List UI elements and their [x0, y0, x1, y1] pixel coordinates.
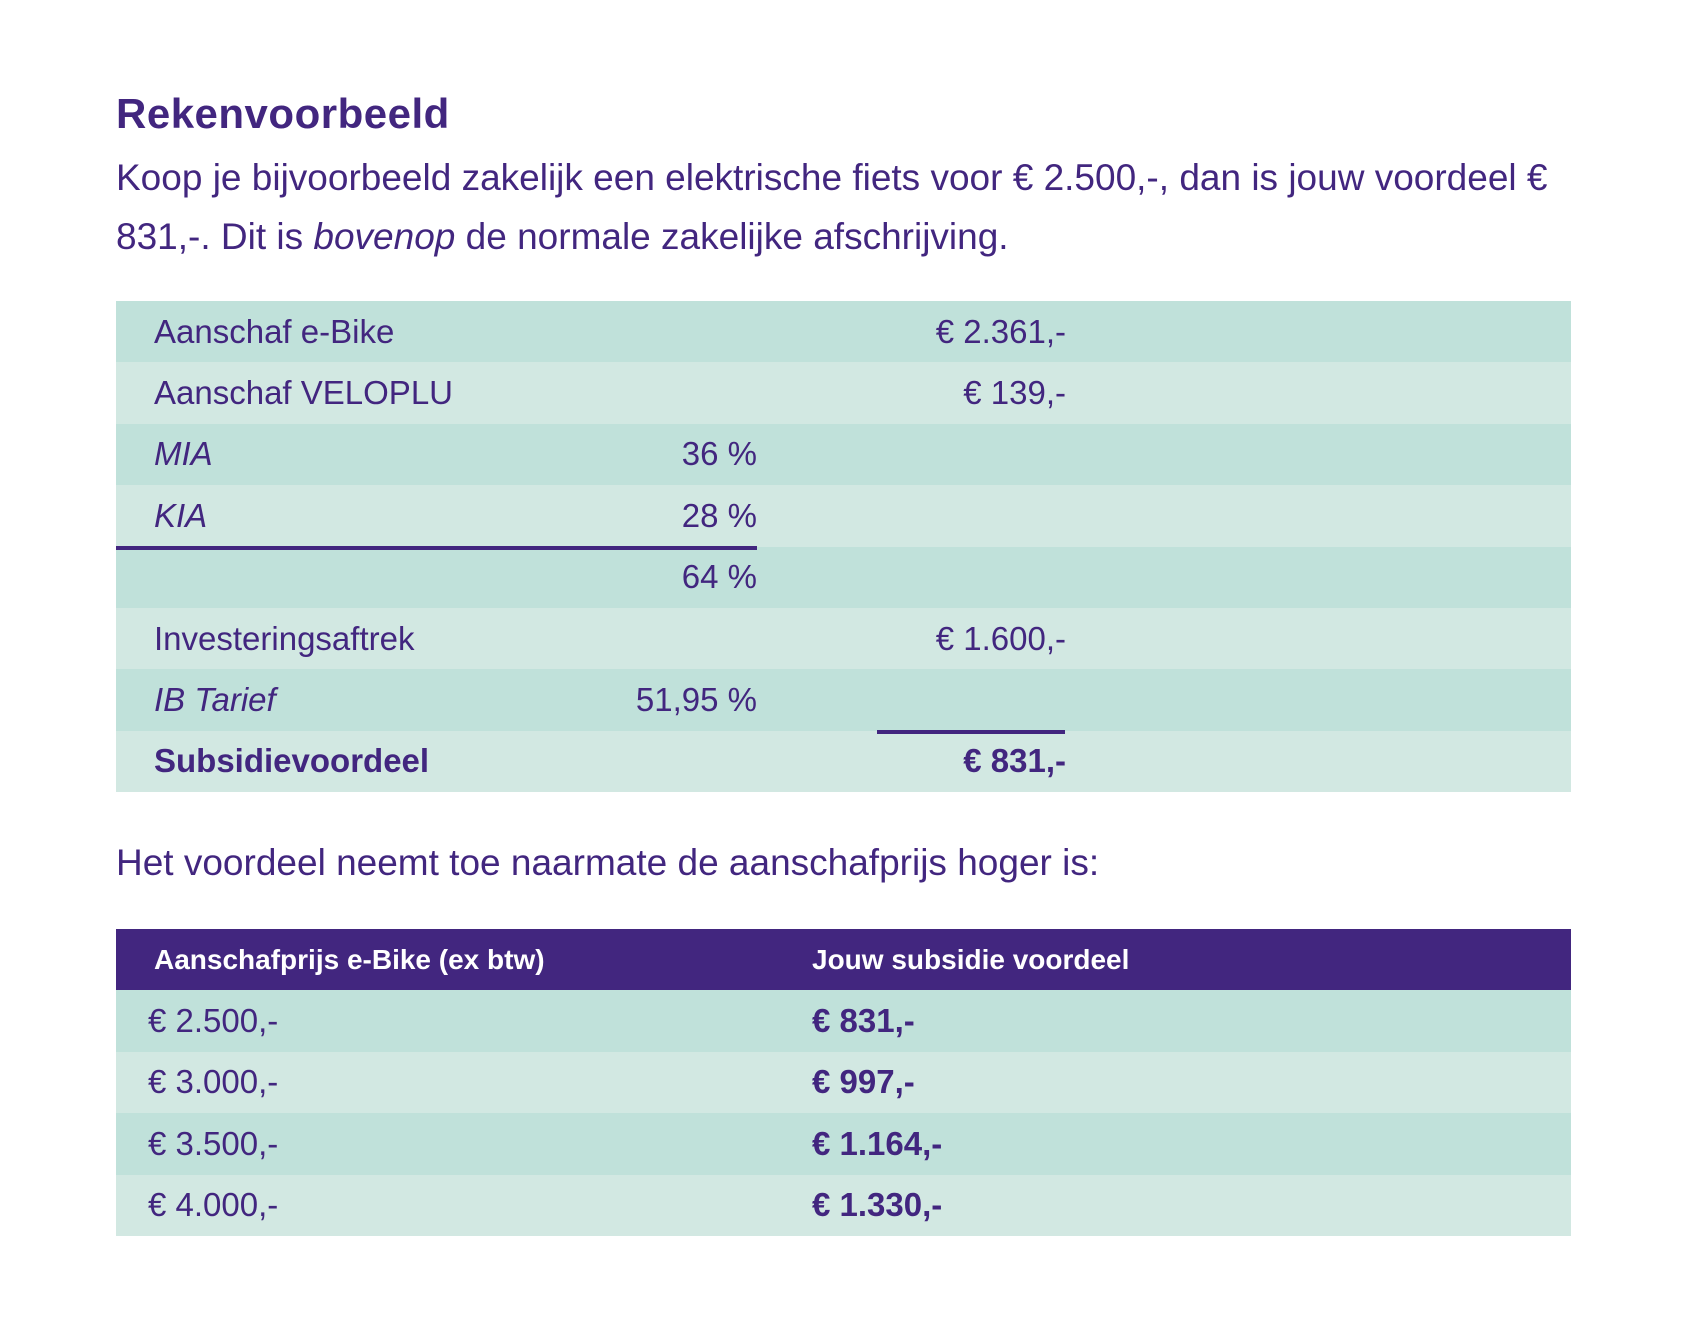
column-header: Jouw subsidie voordeel: [812, 943, 1130, 975]
row-label: KIA: [154, 496, 208, 534]
table-row: € 4.000,- € 1.330,-: [116, 1174, 1571, 1236]
price-cell: € 2.500,-: [148, 1001, 279, 1039]
table-row: Investeringsaftrek € 1.600,-: [116, 607, 1571, 670]
price-cell: € 3.000,-: [148, 1063, 279, 1101]
price-table: Aanschafprijs e-Bike (ex btw) Jouw subsid…: [116, 929, 1571, 1236]
benefit-cell: € 831,-: [812, 1001, 915, 1039]
row-percent: 36 %: [681, 435, 757, 473]
benefit-cell: € 1.164,-: [812, 1124, 943, 1162]
table-row: KIA 28 %: [116, 485, 1571, 547]
row-label: Investeringsaftrek: [154, 619, 415, 657]
page-title: Rekenvoorbeeld: [116, 90, 450, 137]
table-row: € 3.500,- € 1.164,-: [116, 1113, 1571, 1175]
sum-divider: [116, 546, 757, 550]
column-header: Aanschafprijs e-Bike (ex btw): [154, 943, 545, 975]
total-divider: [877, 730, 1065, 734]
table-row: € 2.500,- € 831,-: [116, 990, 1571, 1052]
benefit-cell: € 997,-: [812, 1063, 915, 1101]
price-cell: € 3.500,-: [148, 1124, 279, 1162]
row-label: Aanschaf VELOPLU: [154, 374, 453, 412]
intro-text: Koop je bijvoorbeeld zakelijk een elektr…: [116, 157, 1548, 257]
intro-emphasis: bovenop: [313, 216, 456, 257]
table-row: 64 %: [116, 546, 1571, 608]
intro-text-end: de normale zakelijke afschrijving.: [455, 216, 1009, 257]
row-percent-total: 64 %: [681, 558, 757, 596]
benefit-cell: € 1.330,-: [812, 1186, 943, 1224]
row-label: IB Tarief: [154, 681, 276, 719]
row-amount: € 831,-: [963, 742, 1066, 780]
row-amount: € 2.361,-: [935, 312, 1066, 350]
row-percent: 28 %: [681, 496, 757, 534]
table-row: Aanschaf e-Bike € 2.361,-: [116, 301, 1571, 363]
row-label: Aanschaf e-Bike: [154, 312, 395, 350]
section-text: Het voordeel neemt toe naarmate de aansc…: [116, 842, 1100, 883]
table-row: Aanschaf VELOPLU € 139,-: [116, 362, 1571, 424]
table-header: Aanschafprijs e-Bike (ex btw) Jouw subsid…: [116, 929, 1571, 990]
table-row: IB Tarief 51,95 %: [116, 669, 1571, 731]
intro-paragraph: Koop je bijvoorbeeld zakelijk een elektr…: [116, 148, 1596, 266]
price-cell: € 4.000,-: [148, 1186, 279, 1224]
row-label: Subsidievoordeel: [154, 742, 430, 780]
row-amount: € 139,-: [963, 374, 1066, 412]
table-row-total: Subsidievoordeel € 831,-: [116, 730, 1571, 793]
row-label: MIA: [154, 435, 213, 473]
table-row: MIA 36 %: [116, 423, 1571, 486]
row-amount: € 1.600,-: [935, 619, 1066, 657]
table-row: € 3.000,- € 997,-: [116, 1051, 1571, 1113]
row-percent: 51,95 %: [635, 681, 757, 719]
calculation-table: Aanschaf e-Bike € 2.361,- Aanschaf VELOPL…: [116, 301, 1571, 793]
